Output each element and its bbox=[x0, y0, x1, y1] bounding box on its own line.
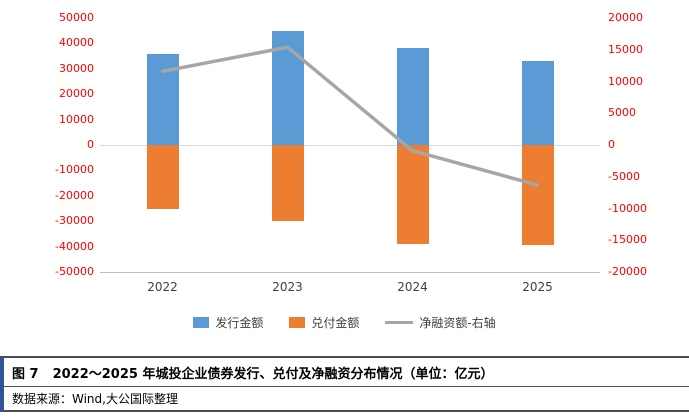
axis-tick-label: -30000 bbox=[55, 214, 94, 228]
net-financing-line bbox=[160, 45, 540, 187]
legend-item-issuance: 发行金额 bbox=[193, 314, 263, 331]
plot-area bbox=[100, 18, 600, 273]
axis-tick-label: -10000 bbox=[55, 163, 94, 177]
axis-tick-label: 10000 bbox=[608, 74, 643, 88]
bar-兑付金额-2023 bbox=[271, 145, 304, 222]
legend-item-net-financing: 净融资额-右轴 bbox=[385, 314, 496, 331]
axis-tick-label: -20000 bbox=[55, 188, 94, 202]
zero-gridline bbox=[100, 145, 600, 146]
axis-tick-label: 20000 bbox=[608, 11, 643, 24]
axis-tick-label: -20000 bbox=[608, 265, 647, 278]
figure-caption: 图 7 2022～2025 年城投企业债券发行、兑付及净融资分布情况（单位：亿元） bbox=[4, 358, 689, 387]
x-axis-label-2022: 2022 bbox=[147, 280, 178, 294]
net-financing-line-swatch bbox=[385, 321, 414, 324]
bar-兑付金额-2025 bbox=[521, 145, 554, 246]
y-axis-right: 20000 15000 10000 5000 0 -5000 -10000 -15000 -20… bbox=[608, 11, 672, 278]
legend-item-repayment: 兑付金额 bbox=[289, 314, 359, 331]
figure-number: 图 7 bbox=[12, 367, 39, 382]
axis-tick-label: 30000 bbox=[59, 61, 94, 75]
legend-label-repayment: 兑付金额 bbox=[311, 316, 360, 330]
data-source-text: 数据来源：Wind,大公国际整理 bbox=[12, 392, 178, 406]
axis-tick-label: 15000 bbox=[608, 42, 643, 56]
axis-tick-label: 5000 bbox=[608, 106, 636, 120]
axis-tick-label: 10000 bbox=[59, 112, 94, 126]
bar-兑付金额-2022 bbox=[146, 145, 179, 209]
repayment-swatch bbox=[289, 317, 306, 328]
axis-tick-label: 50000 bbox=[59, 11, 94, 24]
x-axis-label-2024: 2024 bbox=[397, 280, 428, 294]
y-axis-left: 50000 40000 30000 20000 10000 0 -10000 -20000 -3… bbox=[36, 11, 94, 278]
bar-发行金额-2024 bbox=[396, 48, 429, 145]
figure-title: 2022～2025 年城投企业债券发行、兑付及净融资分布情况（单位：亿元） bbox=[52, 367, 494, 382]
issuance-swatch bbox=[193, 317, 210, 328]
bar-兑付金额-2024 bbox=[396, 145, 429, 245]
x-axis-label-2023: 2023 bbox=[272, 280, 303, 294]
axis-tick-label: 40000 bbox=[59, 36, 94, 50]
axis-tick-label: -5000 bbox=[608, 169, 640, 183]
x-axis: 2022 2023 2024 2025 bbox=[100, 280, 600, 298]
axis-tick-label: 0 bbox=[608, 138, 615, 151]
bond-issuance-chart: 50000 40000 30000 20000 10000 0 -10000 -20000 -3… bbox=[0, 11, 689, 331]
figure-caption-block: 图 7 2022～2025 年城投企业债券发行、兑付及净融资分布情况（单位：亿元）… bbox=[0, 356, 689, 412]
x-axis-label-2025: 2025 bbox=[522, 280, 553, 294]
bar-发行金额-2025 bbox=[521, 61, 554, 145]
axis-tick-label: 0 bbox=[87, 138, 94, 151]
legend-label-net-financing: 净融资额-右轴 bbox=[419, 316, 496, 330]
axis-tick-label: -10000 bbox=[608, 201, 647, 215]
axis-tick-label: -15000 bbox=[608, 233, 647, 247]
axis-tick-label: -40000 bbox=[55, 239, 94, 253]
axis-tick-label: 20000 bbox=[59, 87, 94, 101]
data-source: 数据来源：Wind,大公国际整理 bbox=[4, 387, 689, 412]
axis-tick-label: -50000 bbox=[55, 265, 94, 278]
legend: 发行金额 兑付金额 净融资额-右轴 bbox=[0, 314, 689, 331]
legend-label-issuance: 发行金额 bbox=[215, 316, 264, 330]
